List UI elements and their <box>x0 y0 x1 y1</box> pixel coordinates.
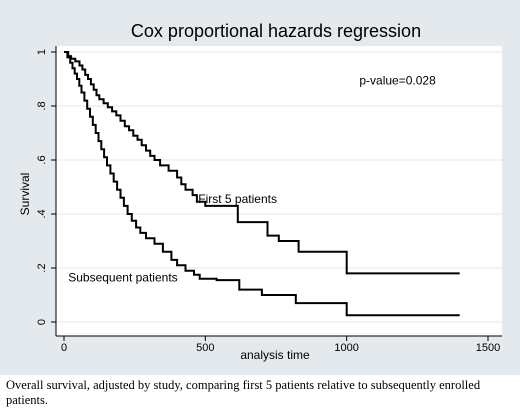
y-tick-label-3: .6 <box>36 155 48 164</box>
x-tick-label-1: 500 <box>196 342 214 354</box>
plot-background <box>56 46 502 336</box>
x-tick-label-2: 1000 <box>334 342 358 354</box>
x-tick-label-3: 1500 <box>476 342 500 354</box>
series-line-first-5-patients <box>64 51 460 275</box>
axes: 0 .2 .4 .6 .8 1 0 500 1000 1500 <box>36 46 502 354</box>
y-axis-label: Survival <box>18 173 32 216</box>
figure-caption: Overall survival, adjusted by study, com… <box>6 378 481 407</box>
x-tick-label-0: 0 <box>61 342 67 354</box>
y-tick-label-4: .8 <box>36 101 48 110</box>
chart-title: Cox proportional hazards regression <box>131 21 421 41</box>
chart-figure: Cox proportional hazards regression 0 .2.… <box>0 0 520 375</box>
chart-svg: Cox proportional hazards regression 0 .2.… <box>0 0 520 375</box>
y-tick-label-1: .2 <box>36 263 48 272</box>
y-tick-label-0: 0 <box>36 319 48 325</box>
y-tick-label-2: .4 <box>36 209 48 218</box>
series-layer <box>64 51 460 317</box>
series-label-0: First 5 patients <box>198 192 277 206</box>
p-value-annotation: p-value=0.028 <box>359 73 436 87</box>
labels-layer: First 5 patients Subsequent patients p-val… <box>68 73 436 284</box>
y-tick-label-5: 1 <box>36 49 48 55</box>
series-line-subsequent-patients <box>64 51 460 317</box>
x-axis-label: analysis time <box>240 348 310 362</box>
series-label-1: Subsequent patients <box>68 271 177 285</box>
